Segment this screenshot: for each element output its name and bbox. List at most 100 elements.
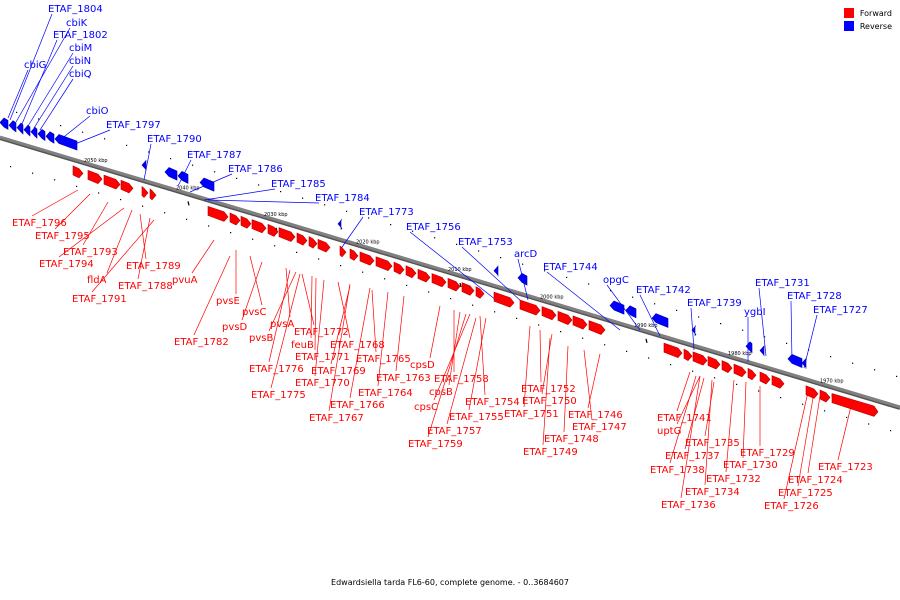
forward-gene[interactable] (375, 256, 393, 271)
forward-gene[interactable] (771, 375, 785, 389)
forward-gene[interactable] (339, 245, 347, 258)
forward-gene[interactable] (120, 179, 134, 194)
reverse-leader (33, 65, 74, 129)
forward-gene-label: ETAF_1755 (449, 412, 504, 423)
forward-gene-label: ETAF_1737 (665, 451, 720, 462)
reverse-gene[interactable] (23, 124, 31, 137)
forward-gene[interactable] (493, 291, 515, 308)
reverse-leader (59, 115, 91, 141)
forward-gene[interactable] (588, 320, 606, 335)
forward-leader (587, 353, 601, 409)
reverse-gene[interactable] (517, 273, 528, 286)
reverse-gene[interactable] (609, 300, 625, 315)
reverse-gene[interactable] (16, 122, 24, 135)
reverse-gene[interactable] (493, 265, 499, 277)
forward-leader (676, 371, 691, 412)
minor-tick (280, 191, 282, 193)
forward-gene[interactable] (349, 248, 359, 261)
forward-gene[interactable] (141, 185, 149, 198)
forward-leader (742, 381, 747, 459)
reverse-gene[interactable] (141, 159, 147, 171)
tick-label: 1990 kbp (634, 323, 658, 329)
forward-leader (106, 209, 133, 274)
minor-tick (604, 344, 606, 346)
forward-gene[interactable] (519, 299, 541, 316)
forward-gene-label: ETAF_1765 (356, 354, 411, 365)
forward-gene[interactable] (831, 393, 879, 417)
reverse-gene[interactable] (0, 117, 9, 130)
forward-leader (241, 261, 263, 321)
forward-gene[interactable] (229, 212, 241, 226)
minor-tick (500, 257, 502, 259)
reverse-gene[interactable] (30, 126, 38, 139)
forward-gene[interactable] (721, 360, 733, 373)
forward-gene[interactable] (475, 286, 485, 299)
minor-tick (846, 416, 848, 418)
reverse-gene[interactable] (54, 134, 78, 151)
forward-gene[interactable] (317, 238, 331, 253)
forward-gene[interactable] (461, 282, 475, 296)
forward-gene[interactable] (447, 277, 461, 292)
forward-gene[interactable] (707, 355, 721, 370)
forward-gene[interactable] (431, 273, 447, 288)
forward-gene-label: ETAF_1789 (126, 261, 181, 272)
reverse-gene[interactable] (745, 341, 753, 354)
reverse-gene[interactable] (8, 120, 17, 133)
forward-gene[interactable] (417, 268, 431, 283)
minor-tick (434, 237, 436, 239)
minor-tick (302, 197, 304, 199)
reverse-gene[interactable] (787, 354, 803, 369)
minor-tick (896, 375, 898, 377)
forward-gene[interactable] (393, 261, 405, 275)
forward-gene[interactable] (405, 265, 417, 279)
forward-leader (139, 213, 147, 260)
reverse-gene[interactable] (199, 177, 215, 192)
forward-gene[interactable] (359, 251, 375, 266)
minor-tick (82, 131, 84, 133)
forward-gene[interactable] (308, 236, 318, 249)
forward-gene[interactable] (572, 315, 588, 330)
forward-gene[interactable] (805, 385, 819, 399)
reverse-gene[interactable] (759, 345, 765, 357)
reverse-gene[interactable] (801, 357, 807, 369)
reverse-leader (690, 307, 695, 351)
forward-gene[interactable] (87, 169, 103, 184)
forward-gene[interactable] (663, 342, 683, 358)
forward-gene-label: ETAF_1772 (294, 327, 349, 338)
forward-gene[interactable] (72, 165, 84, 179)
forward-gene-label: ETAF_1754 (465, 397, 520, 408)
forward-gene[interactable] (296, 232, 308, 246)
forward-gene[interactable] (683, 348, 693, 361)
forward-gene[interactable] (267, 223, 279, 237)
reverse-gene[interactable] (337, 219, 343, 230)
forward-gene[interactable] (240, 215, 252, 229)
forward-gene[interactable] (747, 367, 757, 381)
forward-leader (429, 305, 441, 359)
forward-gene[interactable] (149, 188, 157, 201)
reverse-gene[interactable] (37, 129, 46, 142)
minor-tick (428, 291, 430, 293)
forward-gene[interactable] (692, 351, 708, 366)
minor-tick (170, 158, 172, 160)
forward-gene-label: ETAF_1747 (572, 422, 627, 433)
forward-gene[interactable] (207, 205, 229, 222)
reverse-gene[interactable] (625, 305, 637, 319)
forward-gene[interactable] (819, 389, 831, 403)
minor-tick (736, 383, 738, 385)
forward-gene[interactable] (557, 310, 573, 325)
reverse-gene[interactable] (45, 131, 55, 144)
forward-gene[interactable] (103, 174, 121, 190)
forward-gene[interactable] (541, 306, 557, 321)
reverse-gene[interactable] (177, 171, 189, 184)
reverse-gene[interactable] (651, 313, 669, 328)
minor-tick (296, 251, 298, 253)
reverse-gene[interactable] (691, 325, 697, 337)
minor-tick (16, 111, 18, 113)
reverse-gene[interactable] (164, 167, 178, 181)
forward-gene[interactable] (278, 227, 296, 242)
forward-gene[interactable] (759, 371, 771, 385)
forward-gene[interactable] (251, 219, 267, 234)
gene-features (0, 117, 879, 417)
forward-gene[interactable] (733, 363, 747, 378)
tick-label: 2000 kbp (540, 295, 564, 301)
